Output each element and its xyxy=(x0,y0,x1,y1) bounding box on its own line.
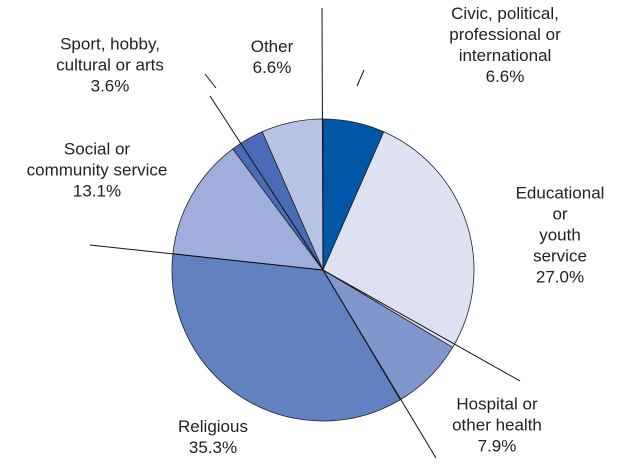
value-label: 3.6% xyxy=(90,76,130,96)
slice-label: Other 6.6% xyxy=(251,36,294,78)
pie-slice xyxy=(261,118,324,271)
slice-label: Hospital or other health 7.9% xyxy=(452,394,542,457)
category-label: Other xyxy=(250,37,294,56)
category-label: Social or community service xyxy=(26,139,168,180)
leader-line xyxy=(89,244,324,271)
leader-line xyxy=(322,269,521,382)
value-label: 35.3% xyxy=(188,438,238,457)
value-label: 6.6% xyxy=(252,58,292,77)
value-label: 7.9% xyxy=(477,436,517,456)
slice-label: Social or community service 13.1% xyxy=(27,139,168,202)
leader-line xyxy=(209,95,324,271)
category-label: Sport, hobby, cultural or arts xyxy=(56,34,164,75)
category-label: Civic, political, professional or intern… xyxy=(449,4,561,65)
category-label: Religious xyxy=(178,417,248,436)
category-label: Educational or youth service xyxy=(515,183,605,266)
leader-lines xyxy=(89,7,521,459)
leader-line xyxy=(204,73,217,89)
slice-label: Religious 35.3% xyxy=(178,416,248,458)
leader-line xyxy=(321,7,324,271)
slice-label: Civic, political, professional or intern… xyxy=(437,3,573,87)
value-label: 27.0% xyxy=(535,267,585,287)
pie-slice xyxy=(171,253,401,422)
leader-line xyxy=(322,269,437,459)
pie-slice xyxy=(172,148,324,271)
slice-label: Sport, hobby, cultural or arts 3.6% xyxy=(56,34,164,97)
leader-line xyxy=(356,69,365,87)
slice-label: Educational or youth service 27.0% xyxy=(516,183,605,288)
value-label: 13.1% xyxy=(72,181,122,201)
category-label: Hospital or other health xyxy=(452,394,542,435)
pie-slice xyxy=(322,131,475,348)
slices xyxy=(171,118,475,422)
value-label: 6.6% xyxy=(485,67,525,86)
